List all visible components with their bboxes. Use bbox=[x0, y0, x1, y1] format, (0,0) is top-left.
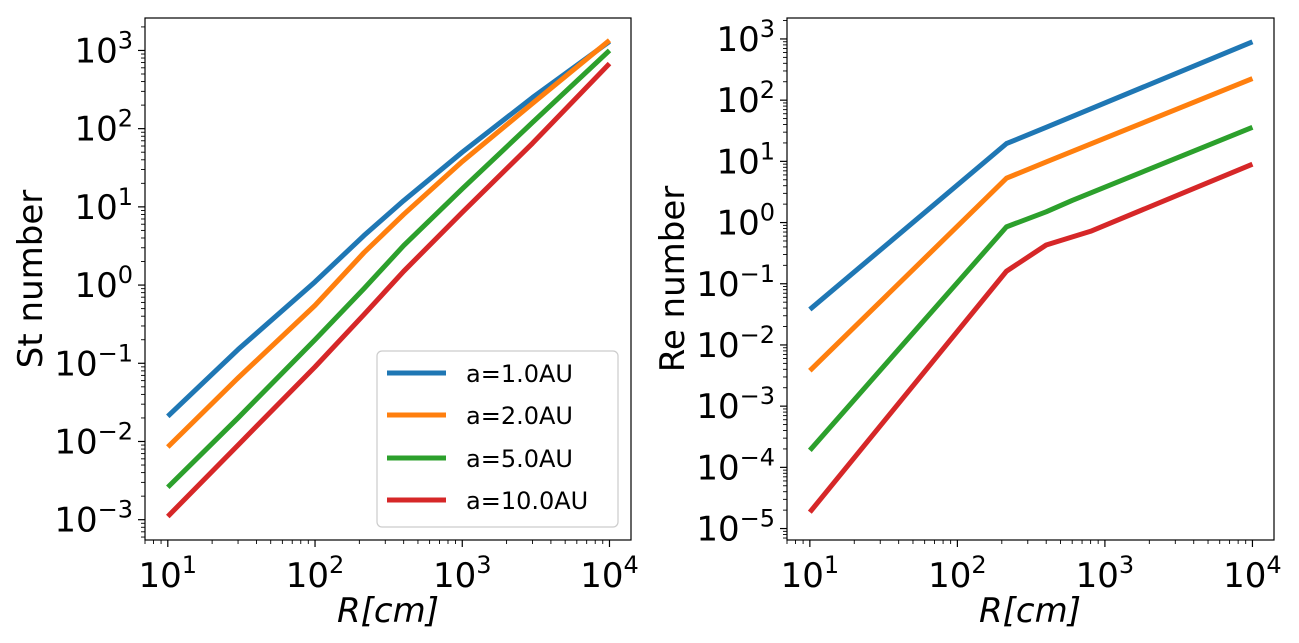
st-y-tick-label: 103 bbox=[74, 26, 133, 71]
st-x-axis-label: R[cm] bbox=[337, 591, 439, 631]
re-plot-frame bbox=[786, 17, 1275, 541]
st-y-tick-label: 102 bbox=[74, 105, 133, 150]
st-y-tick-label: 101 bbox=[74, 183, 133, 228]
st-series-line-a2 bbox=[166, 38, 612, 449]
st-x-tick-label: 102 bbox=[286, 551, 345, 596]
st-series-line-a5 bbox=[166, 48, 612, 490]
re-x-tick-label: 103 bbox=[1076, 551, 1135, 596]
re-y-tick-label: 10−1 bbox=[696, 260, 775, 305]
st-y-axis-label: St number bbox=[11, 190, 51, 368]
re-series-line-a10 bbox=[807, 161, 1254, 514]
st-series-line-a1 bbox=[166, 39, 611, 419]
st-number-panel: 101 102 103 104 10−3 10−2 10−1 100 101 102 103 R[c… bbox=[11, 17, 639, 631]
legend-label-a10: a=10.0AU bbox=[466, 487, 588, 515]
legend-label-a5: a=5.0AU bbox=[466, 445, 573, 473]
re-number-panel: 101 102 103 104 10−5 10−4 10−3 10−2 10−1 100 101 10… bbox=[653, 15, 1282, 631]
re-y-tick-label: 10−4 bbox=[696, 443, 775, 488]
legend-box bbox=[376, 350, 619, 528]
re-series-line-a5 bbox=[807, 124, 1254, 452]
legend-label-a1: a=1.0AU bbox=[466, 360, 573, 388]
re-y-tick-label: 103 bbox=[716, 15, 775, 60]
st-x-tick-label: 104 bbox=[580, 551, 639, 596]
st-y-tick-label: 100 bbox=[74, 261, 133, 306]
legend-label-a2: a=2.0AU bbox=[466, 402, 573, 430]
re-y-tick-label: 10−3 bbox=[696, 382, 775, 427]
st-y-tick-label: 10−1 bbox=[54, 339, 133, 384]
re-series-line-a1 bbox=[808, 39, 1254, 312]
st-y-tick-label: 10−2 bbox=[54, 417, 133, 462]
st-series-line-a10 bbox=[166, 61, 612, 519]
re-x-tick-label: 101 bbox=[781, 551, 840, 596]
re-y-tick-label: 10−2 bbox=[696, 321, 775, 366]
re-series-line-a2 bbox=[808, 76, 1254, 373]
re-y-tick-label: 101 bbox=[716, 137, 775, 182]
st-y-tick-label: 10−3 bbox=[54, 496, 133, 541]
st-legend: a=1.0AU a=2.0AU a=5.0AU a=10.0AU bbox=[376, 350, 619, 528]
st-x-tick-label: 103 bbox=[433, 551, 492, 596]
re-y-tick-label: 102 bbox=[716, 76, 775, 121]
re-x-tick-label: 102 bbox=[928, 551, 987, 596]
st-plot-frame bbox=[144, 17, 632, 541]
re-x-axis-label: R[cm] bbox=[979, 591, 1081, 631]
re-y-tick-label: 10−5 bbox=[696, 505, 775, 550]
re-y-axis-label: Re number bbox=[653, 186, 693, 373]
re-y-tick-label: 100 bbox=[716, 199, 775, 244]
re-x-tick-label: 104 bbox=[1223, 551, 1282, 596]
st-x-tick-label: 101 bbox=[139, 551, 198, 596]
